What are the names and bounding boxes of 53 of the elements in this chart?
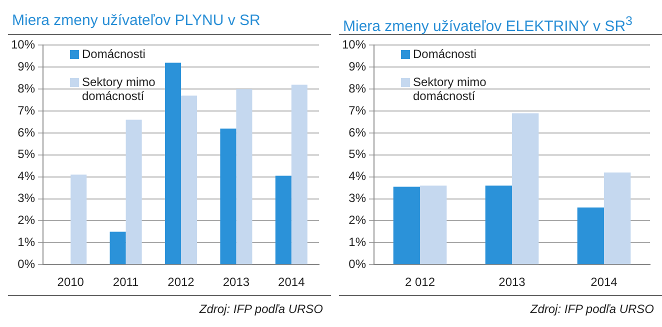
- y-tick-label: 6%: [348, 125, 366, 140]
- y-tick-label: 7%: [18, 103, 36, 118]
- chart-title: Miera zmeny užívateľov PLYNU v SR: [8, 8, 331, 35]
- x-tick-label: 2013: [498, 275, 526, 290]
- y-tick-label: 5%: [18, 147, 36, 162]
- y-tick-label: 5%: [348, 147, 366, 162]
- chart-title: Miera zmeny užívateľov ELEKTRINY v SR$^{3}$: [339, 8, 662, 35]
- legend-label: Domácnosti: [413, 47, 476, 61]
- x-tick-label: 2 012: [405, 275, 436, 290]
- x-tick-label: 2012: [168, 275, 195, 290]
- bar: [393, 186, 420, 264]
- legend-label: Domácnosti: [82, 47, 146, 61]
- y-tick-label: 7%: [348, 103, 366, 118]
- y-tick-label: 8%: [348, 81, 366, 96]
- y-tick-label: 10%: [342, 38, 366, 52]
- bar: [604, 172, 631, 264]
- bar: [485, 186, 512, 264]
- y-tick-label: 1%: [348, 234, 366, 249]
- bar: [275, 176, 292, 264]
- y-tick-label: 0%: [18, 256, 36, 271]
- y-tick-label: 3%: [348, 191, 366, 206]
- bar: [165, 62, 182, 264]
- y-tick-label: 4%: [348, 169, 366, 184]
- x-tick-label: 2013: [222, 275, 250, 290]
- x-tick-label: 2014: [278, 275, 306, 290]
- y-tick-label: 8%: [18, 81, 36, 96]
- bar: [577, 208, 604, 264]
- y-tick-label: 1%: [18, 234, 36, 249]
- bar: [236, 89, 252, 264]
- bar: [110, 232, 126, 264]
- bar: [420, 186, 447, 264]
- text: Zdroj: IFP podľa URSO: [198, 302, 324, 316]
- x-tick-label: 2014: [590, 275, 618, 290]
- y-tick-label: 6%: [18, 125, 36, 140]
- y-tick-label: 9%: [18, 59, 36, 74]
- bar: [512, 113, 539, 264]
- y-tick-label: 9%: [348, 59, 366, 74]
- text: Zdroj: IFP podľa URSO: [529, 302, 655, 316]
- bar: [70, 174, 87, 264]
- y-tick-label: 3%: [18, 191, 36, 206]
- x-tick-label: 2011: [112, 275, 140, 290]
- bar: [220, 128, 236, 264]
- legend-label: Sektory mimo domácností: [82, 75, 156, 103]
- y-tick-label: 0%: [348, 256, 366, 271]
- y-tick-label: 2%: [348, 213, 366, 228]
- y-tick-label: 10%: [10, 38, 36, 52]
- bar: [126, 120, 142, 264]
- y-tick-label: 4%: [18, 169, 36, 184]
- bar: [181, 96, 198, 264]
- legend-label: Sektory mimo domácností: [413, 75, 488, 103]
- y-tick-label: 2%: [18, 213, 36, 228]
- x-tick-label: 2010: [57, 275, 84, 290]
- bar: [291, 84, 308, 264]
